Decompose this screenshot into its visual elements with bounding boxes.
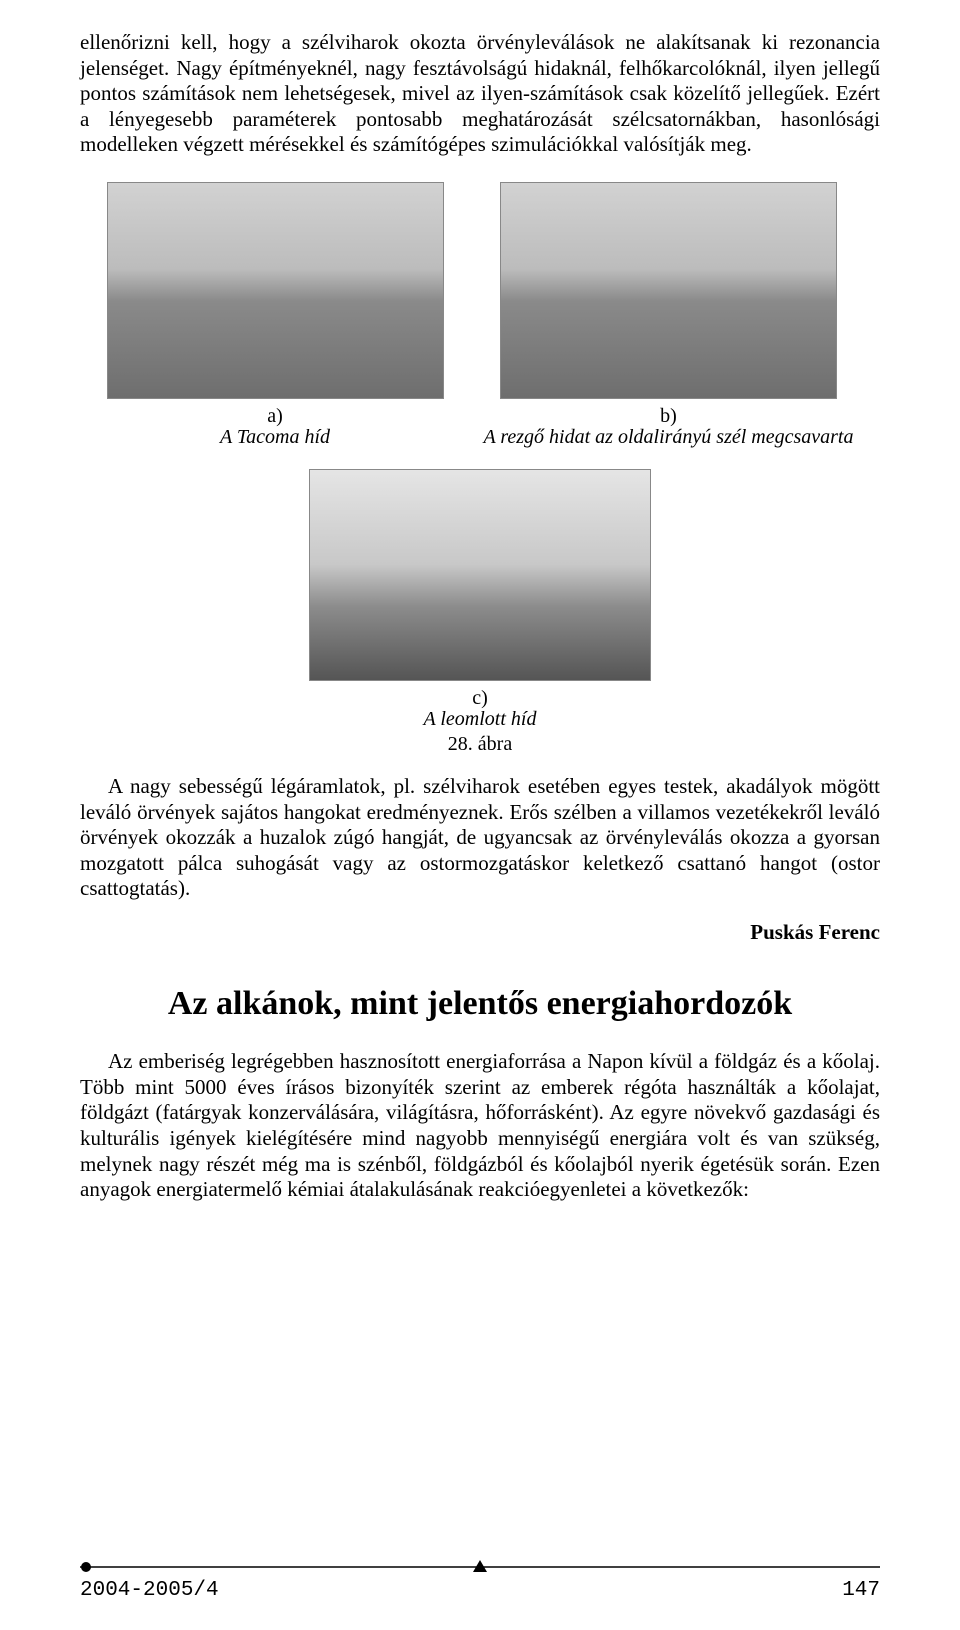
page-footer: 2004-2005/4 147 bbox=[80, 1579, 880, 1602]
figure-a-letter: a) bbox=[267, 405, 283, 428]
bridge-image-c bbox=[309, 469, 651, 681]
paragraph-2: A nagy sebességű légáramlatok, pl. szélv… bbox=[80, 774, 880, 902]
figure-row-top: a) A Tacoma híd b) A rezgő hidat az olda… bbox=[80, 182, 880, 449]
figure-a-caption: A Tacoma híd bbox=[220, 426, 330, 449]
figure-b: b) A rezgő hidat az oldalirányú szél meg… bbox=[484, 182, 854, 449]
footer-divider bbox=[80, 1560, 880, 1572]
figure-c-letter: c) bbox=[472, 687, 488, 710]
article-title: Az alkánok, mint jelentős energiahordozó… bbox=[80, 985, 880, 1023]
bridge-image-b bbox=[500, 182, 837, 399]
page: ellenőrizni kell, hogy a szélviharok oko… bbox=[0, 0, 960, 1630]
figure-c-caption: A leomlott híd bbox=[424, 708, 537, 731]
author-name: Puskás Ferenc bbox=[80, 920, 880, 945]
paragraph-1: ellenőrizni kell, hogy a szélviharok oko… bbox=[80, 30, 880, 158]
figure-b-caption: A rezgő hidat az oldalirányú szél megcsa… bbox=[484, 426, 854, 449]
footer-page-number: 147 bbox=[842, 1579, 880, 1602]
figure-c: c) A leomlott híd 28. ábra bbox=[80, 469, 880, 756]
paragraph-3: Az emberiség legrégebben hasznosított en… bbox=[80, 1049, 880, 1203]
figure-number: 28. ábra bbox=[448, 733, 512, 756]
footer-issue: 2004-2005/4 bbox=[80, 1579, 219, 1602]
figure-b-letter: b) bbox=[660, 405, 677, 428]
bridge-image-a bbox=[107, 182, 444, 399]
figure-a: a) A Tacoma híd bbox=[107, 182, 444, 449]
